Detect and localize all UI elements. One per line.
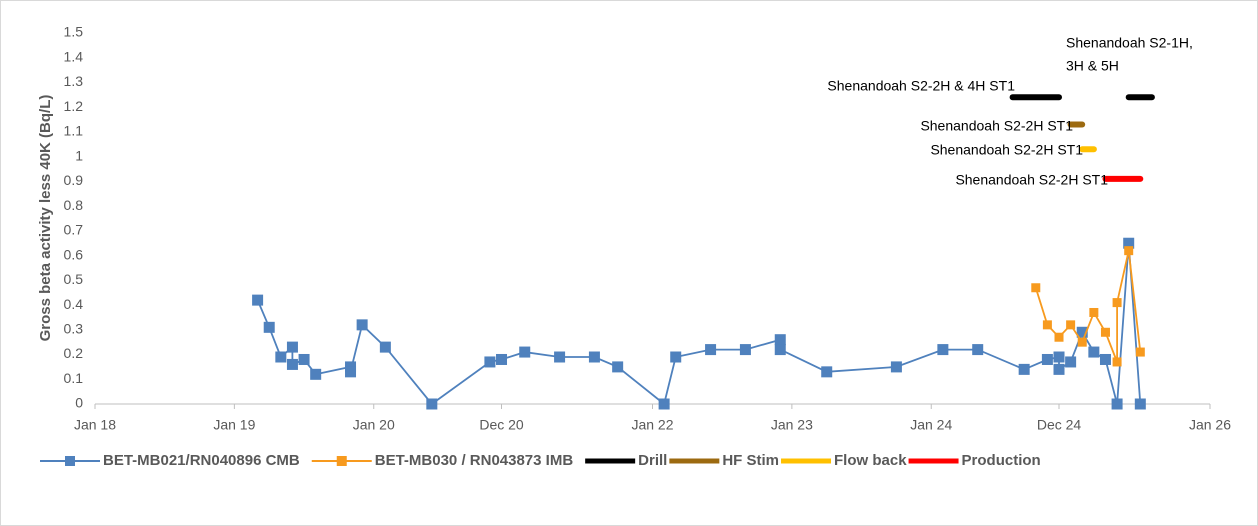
data-point: [1089, 307, 1099, 317]
data-point: [705, 344, 717, 356]
data-point: [1134, 398, 1146, 410]
data-point: [937, 344, 949, 356]
data-point: [774, 344, 786, 356]
data-point: [1100, 327, 1110, 337]
data-point: [658, 398, 670, 410]
data-point: [1088, 346, 1100, 358]
x-tick-label: Dec 24: [1037, 417, 1082, 433]
x-tick-label: Jan 20: [353, 417, 395, 433]
x-tick-label: Jan 26: [1189, 417, 1231, 433]
data-point: [1054, 332, 1064, 342]
data-point: [821, 366, 833, 378]
x-tick-label: Jan 24: [910, 417, 952, 433]
legend-label: HF Stim: [722, 452, 779, 469]
data-point: [1042, 320, 1052, 330]
x-tick-label: Jan 19: [213, 417, 255, 433]
y-axis-title: Gross beta activity less 40K (Bq/L): [37, 95, 54, 342]
legend-marker: [336, 456, 347, 466]
y-tick-label: 0.4: [64, 296, 84, 312]
data-point: [1111, 398, 1123, 410]
data-point: [519, 346, 531, 358]
legend-marker: [65, 456, 75, 466]
data-point: [1123, 237, 1135, 249]
data-point: [1112, 357, 1122, 367]
x-tick-label: Jan 18: [74, 417, 116, 433]
data-point: [670, 351, 682, 363]
annotation: Shenandoah S2-2H & 4H ST1: [827, 78, 1015, 94]
data-point: [286, 358, 298, 370]
data-point: [298, 353, 310, 365]
legend-label: Drill: [638, 452, 667, 469]
data-point: [1077, 337, 1087, 347]
data-point: [1053, 351, 1065, 363]
x-tick-label: Jan 22: [631, 417, 673, 433]
data-point: [1112, 298, 1122, 308]
data-point: [612, 361, 624, 373]
data-point: [1031, 283, 1041, 293]
data-point: [263, 321, 275, 333]
annotation: Shenandoah S2-2H ST1: [955, 172, 1108, 188]
data-point: [252, 294, 264, 306]
legend-label: BET-MB030 / RN043873 IMB: [375, 452, 574, 469]
data-point: [1076, 326, 1088, 338]
data-point: [1066, 320, 1076, 330]
data-point: [496, 353, 508, 365]
data-point: [356, 319, 368, 331]
y-tick-label: 1.1: [64, 123, 84, 139]
data-point: [1099, 353, 1111, 365]
y-tick-label: 1.3: [64, 73, 84, 89]
data-point: [890, 361, 902, 373]
data-point: [1041, 353, 1053, 365]
y-tick-label: 0.8: [64, 197, 84, 213]
data-point: [484, 356, 496, 368]
y-tick-label: 0.5: [64, 271, 84, 287]
data-point: [588, 351, 600, 363]
y-tick-label: 1.2: [64, 98, 84, 114]
legend-label: Flow back: [834, 452, 907, 469]
y-tick-label: 0: [75, 395, 83, 411]
data-point: [286, 341, 298, 353]
data-point: [275, 351, 287, 363]
y-tick-label: 0.3: [64, 321, 84, 337]
data-point: [310, 368, 322, 380]
y-tick-label: 1.5: [64, 24, 84, 40]
y-tick-label: 0.6: [64, 246, 84, 262]
data-point: [1065, 356, 1077, 368]
y-tick-label: 0.1: [64, 370, 84, 386]
x-tick-label: Jan 23: [771, 417, 813, 433]
data-point: [774, 334, 786, 346]
annotation: Shenandoah S2-2H ST1: [920, 118, 1073, 134]
y-tick-label: 0.2: [64, 345, 84, 361]
data-point: [739, 344, 751, 356]
annotation: 3H & 5H: [1066, 58, 1119, 74]
data-point: [972, 344, 984, 356]
x-tick-label: Dec 20: [479, 417, 524, 433]
data-point: [1135, 347, 1145, 357]
data-point: [1053, 363, 1065, 375]
y-tick-label: 0.7: [64, 222, 84, 238]
data-point: [379, 341, 391, 353]
annotation: Shenandoah S2-2H ST1: [930, 142, 1083, 158]
legend-label: BET-MB021/RN040896 CMB: [103, 452, 300, 469]
data-point: [554, 351, 566, 363]
annotation: Shenandoah S2-1H,: [1066, 35, 1193, 51]
data-point: [345, 366, 357, 378]
legend-label: Production: [962, 452, 1041, 469]
data-point: [1018, 363, 1030, 375]
y-tick-label: 1.4: [64, 48, 84, 64]
data-point: [1124, 246, 1134, 256]
y-tick-label: 0.9: [64, 172, 84, 188]
y-tick-label: 1: [75, 147, 83, 163]
data-point: [426, 398, 438, 410]
